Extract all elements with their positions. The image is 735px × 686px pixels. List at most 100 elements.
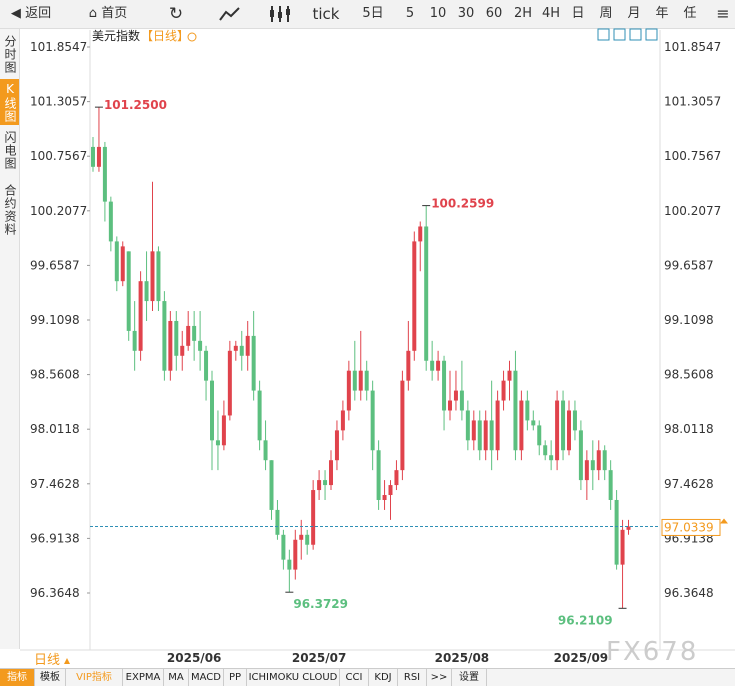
tab[interactable]: RSI (398, 669, 427, 686)
tab[interactable]: EXPMA (123, 669, 164, 686)
menu-button[interactable]: ≡ (716, 4, 730, 23)
period-button[interactable]: 2H (513, 6, 533, 21)
candle-body (114, 241, 119, 282)
candle-body (251, 335, 256, 391)
tab[interactable]: 模板 (35, 669, 66, 686)
candle-body (150, 251, 155, 302)
candle-body (442, 360, 447, 411)
candle-body (239, 345, 244, 356)
period-box[interactable] (22, 651, 78, 667)
tab[interactable]: KDJ (369, 669, 398, 686)
x-tick-label: 2025/07 (292, 651, 346, 665)
period-button[interactable]: 10 (429, 6, 447, 21)
tab[interactable]: ICHIMOKU CLOUD (247, 669, 340, 686)
candle-body (388, 485, 393, 496)
tab[interactable]: VIP指标 (66, 669, 123, 686)
home-button[interactable]: ⌂ 首页 (88, 6, 128, 21)
candle-body (305, 534, 310, 545)
candle-body (156, 251, 161, 302)
candle-body (340, 410, 345, 431)
tab[interactable]: 设置 (452, 669, 487, 686)
refresh-button[interactable]: ↻ (168, 4, 184, 24)
period-button[interactable]: 5日 (362, 6, 384, 21)
period-button[interactable]: 30 (457, 6, 475, 21)
candle-body (394, 470, 399, 486)
candle-body (406, 350, 411, 381)
y-tick-label-right: 100.2077 (664, 204, 721, 218)
annotation-label: 100.2599 (431, 197, 494, 211)
candle-body (519, 400, 524, 451)
tool-icon[interactable] (645, 28, 658, 41)
candle-body (543, 445, 548, 456)
period-button[interactable]: 月 (627, 6, 641, 21)
candle-body (102, 146, 107, 202)
price-arrow (720, 518, 728, 524)
tab[interactable]: MACD (189, 669, 224, 686)
period-button[interactable]: 日 (571, 6, 585, 21)
y-tick-label: 101.3057 (30, 95, 87, 109)
candle-body (590, 460, 595, 471)
candle-body (471, 420, 476, 441)
chart-title: 美元指数 (92, 28, 140, 43)
chart-subtitle: 【日线】 (141, 29, 189, 43)
tool-icon[interactable] (613, 28, 626, 41)
tool-icon[interactable] (597, 28, 610, 41)
candle-body (168, 320, 173, 371)
y-tick-label-right: 98.0118 (664, 422, 714, 436)
y-tick-label: 98.0118 (30, 422, 80, 436)
period-label[interactable]: 日线 (34, 653, 60, 668)
candle-body (120, 246, 125, 282)
tool-icons (597, 28, 658, 41)
watermark: FX678 (606, 637, 698, 667)
side-tab[interactable]: 闪电图 (3, 130, 17, 170)
candle-body (358, 370, 363, 391)
indicator-icon[interactable] (218, 6, 242, 22)
candle-body (620, 529, 625, 565)
back-button[interactable]: ◀ 返回 (10, 6, 52, 21)
candle-body (210, 380, 214, 441)
period-button[interactable]: 4H (541, 6, 561, 21)
period-button[interactable]: 周 (599, 6, 613, 21)
tab[interactable]: 指标 (0, 669, 35, 686)
period-button[interactable]: 60 (485, 6, 503, 21)
tab[interactable]: >> (427, 669, 452, 686)
candle-body (382, 495, 387, 500)
candle-body (227, 350, 232, 416)
y-tick-label-right: 100.7567 (664, 149, 721, 163)
candle-body (221, 415, 226, 446)
y-tick-label: 98.5608 (30, 368, 80, 382)
candle-body (448, 400, 452, 411)
candle-body (192, 325, 197, 341)
y-tick-label: 99.1098 (30, 313, 80, 327)
tab[interactable]: PP (224, 669, 247, 686)
candle-body (453, 390, 458, 401)
candle-body (323, 480, 328, 486)
period-button[interactable]: 年 (655, 6, 669, 21)
candle-body (180, 345, 185, 356)
y-tick-label: 96.3648 (30, 586, 80, 600)
candle-body (376, 450, 381, 500)
side-tab[interactable]: 合约资料 (3, 184, 17, 236)
candle-body (233, 345, 238, 351)
candle-icon[interactable] (266, 5, 294, 23)
tab[interactable]: MA (164, 669, 189, 686)
side-tab[interactable]: 分时图 (3, 34, 17, 74)
candle-body (287, 559, 292, 570)
period-button[interactable]: 5 (405, 6, 415, 21)
y-tick-label-right: 101.8547 (664, 40, 721, 54)
y-tick-label-right: 97.4628 (664, 477, 714, 491)
candle-body (108, 201, 113, 242)
period-button[interactable]: tick (312, 5, 340, 23)
period-button[interactable]: 任 (683, 6, 697, 21)
candle-body (578, 430, 583, 481)
settings-icon[interactable] (187, 32, 197, 42)
tab[interactable]: CCI (340, 669, 369, 686)
candle-body (614, 499, 619, 565)
candle-body (507, 370, 512, 381)
x-tick-label: 2025/08 (435, 651, 489, 665)
candle-body (126, 251, 131, 331)
side-tab-active[interactable]: K线图 (0, 79, 19, 125)
tool-icon[interactable] (629, 28, 642, 41)
candle-body (204, 350, 209, 381)
